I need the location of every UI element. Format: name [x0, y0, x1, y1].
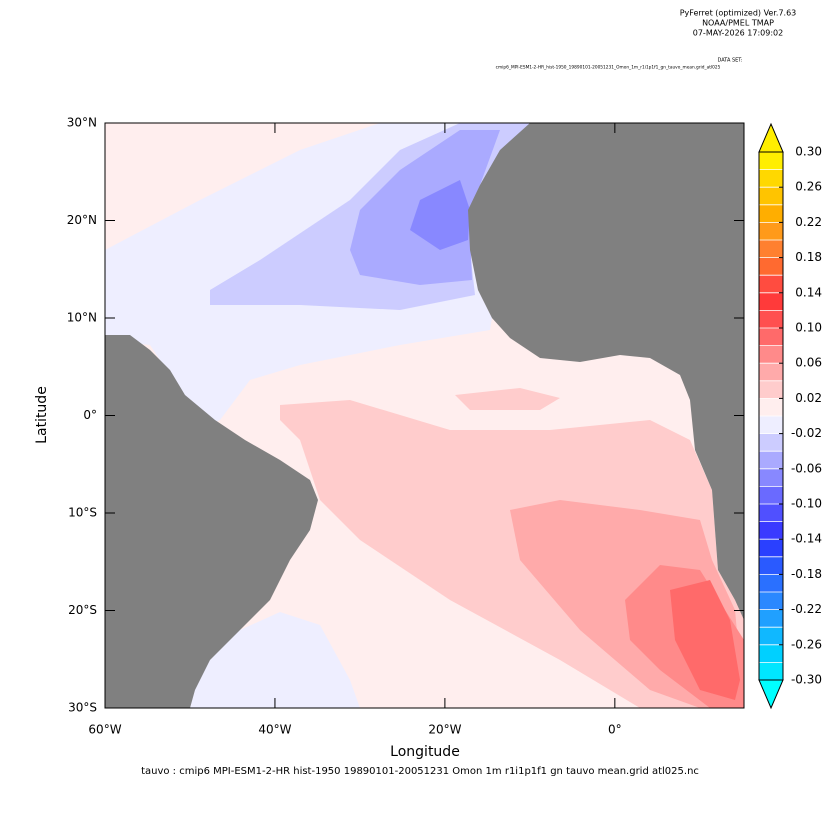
colorbar-tick-label: 0.06: [795, 356, 822, 370]
colorbar-band: [759, 644, 783, 663]
colorbar-band: [759, 486, 783, 505]
colorbar-over: [758, 122, 784, 153]
colorbar-band: [759, 504, 783, 522]
colorbar-band: [759, 556, 783, 575]
colorbar-band: [759, 187, 783, 206]
colorbar-tick-label: 0.10: [795, 321, 822, 335]
colorbar-band: [759, 398, 783, 417]
colorbar-band: [759, 627, 783, 646]
y-tick-label: 10°N: [67, 311, 97, 325]
field-region: [410, 180, 470, 250]
field-region: [670, 580, 740, 700]
colorbar-band: [759, 292, 783, 311]
colorbar-band: [759, 363, 783, 382]
colorbar-band: [759, 257, 783, 276]
colorbar-tick-label: 0.14: [795, 285, 822, 299]
colorbar-band: [759, 451, 783, 470]
colorbar-band: [759, 345, 783, 364]
y-tick-label: 10°S: [68, 506, 97, 520]
colorbar-tick-label: -0.30: [791, 673, 822, 687]
colorbar-band: [759, 521, 783, 540]
x-tick-label: 40°W: [258, 723, 291, 737]
colorbar-tick-label: -0.02: [791, 426, 822, 440]
colorbar-band: [759, 416, 783, 434]
colorbar-band: [759, 380, 783, 399]
dataset-label: DATA SET:: [718, 58, 743, 64]
y-tick-label: 30°S: [68, 701, 97, 715]
colorbar-tick-label: -0.22: [791, 602, 822, 616]
colorbar-tick-label: 0.02: [795, 391, 822, 405]
colorbar-tick-label: -0.18: [791, 567, 822, 581]
x-tick-label: 0°: [608, 723, 622, 737]
colorbar-band: [759, 275, 783, 294]
colorbar-band: [759, 310, 783, 329]
colorbar-tick-label: -0.06: [791, 461, 822, 475]
colorbar-band: [759, 433, 783, 452]
y-tick-label: 20°N: [67, 213, 97, 227]
field-region: [455, 388, 560, 410]
colorbar-tick-label: -0.14: [791, 532, 822, 546]
land: [468, 123, 744, 620]
colorbar-band: [759, 539, 783, 558]
x-axis-label: Longitude: [390, 744, 460, 760]
colorbar-tick-label: 0.22: [795, 215, 822, 229]
colorbar-tick-label: 0.18: [795, 250, 822, 264]
colorbar-band: [759, 468, 783, 487]
colorbar-band: [759, 222, 783, 241]
colorbar-band: [759, 240, 783, 258]
colorbar-tick-label: 0.26: [795, 180, 822, 194]
axes: 60°W 40°W 20°W 0° 30°N 20°N 10°N 0° 10°S 20°S 30°S: [67, 116, 744, 737]
colorbar-band: [759, 169, 783, 188]
colorbar-band: [759, 204, 783, 223]
y-tick-label: 0°: [83, 408, 97, 422]
y-tick-label: 30°N: [67, 116, 97, 130]
y-tick-label: 20°S: [68, 603, 97, 617]
header-line: 07-MAY-2026 17:09:02: [693, 29, 783, 38]
colorbar-tick-label: -0.26: [791, 637, 822, 651]
colorbar-band: [759, 574, 783, 593]
colorbar-band: [759, 328, 783, 346]
colorbar-band: [759, 592, 783, 610]
caption: tauvo : cmip6 MPI-ESM1-2-HR hist-1950 19…: [141, 766, 699, 777]
colorbar-band: [759, 609, 783, 628]
header-line: PyFerret (optimized) Ver.7.63: [680, 9, 797, 18]
header-line: NOAA/PMEL TMAP: [702, 19, 774, 28]
x-tick-label: 20°W: [428, 723, 461, 737]
y-axis-label: Latitude: [34, 386, 50, 444]
land: [105, 335, 318, 708]
colorbar: 0.30 0.26 0.22 0.18 0.14 0.10 0.06 0.02 -0.02 -0.…: [758, 122, 822, 710]
colorbar-frame: [758, 151, 784, 681]
colorbar-tick-label: 0.30: [795, 145, 822, 159]
field: [105, 123, 744, 708]
header: PyFerret (optimized) Ver.7.63 NOAA/PMEL …: [496, 9, 797, 71]
colorbar-tick-label: -0.10: [791, 497, 822, 511]
colorbar-band: [759, 152, 783, 170]
dataset-name: cmip6_MPI-ESM1-2-HR_hist-1950_19890101-2…: [496, 65, 721, 71]
colorbar-under: [758, 679, 784, 710]
colorbar-band: [759, 662, 783, 681]
x-tick-label: 60°W: [88, 723, 121, 737]
